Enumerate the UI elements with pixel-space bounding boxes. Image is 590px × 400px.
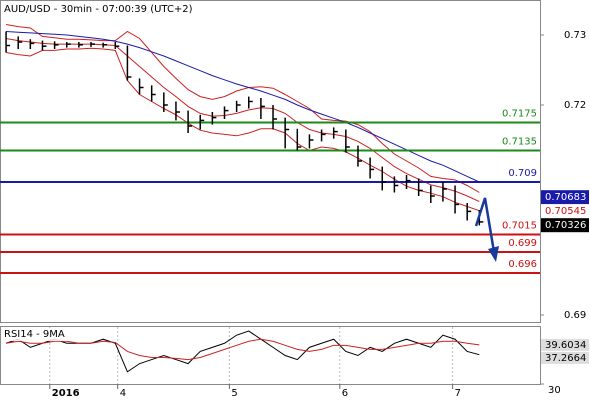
rsi-marker — [541, 351, 589, 364]
price-marker — [541, 190, 589, 205]
level-label: 0.7135 — [502, 137, 537, 148]
price-marker — [541, 204, 589, 219]
overlay-line — [6, 31, 480, 183]
level-label: 0.696 — [508, 259, 537, 270]
y-tick-label: 0.69 — [564, 310, 586, 321]
price-marker-label: 0.70545 — [545, 206, 586, 217]
x-tick-label: 6 — [342, 388, 348, 399]
x-tick-label: 4 — [120, 388, 126, 399]
rsi-marker — [541, 338, 589, 351]
x-tick-label: 5 — [231, 388, 237, 399]
y-tick-label: 30 — [548, 385, 561, 396]
x-tick-label: 2016 — [52, 388, 80, 399]
level-label: 0.699 — [508, 238, 537, 249]
rsi-marker-label: 37.2664 — [545, 353, 586, 364]
price-marker — [541, 218, 589, 233]
title-bg — [2, 1, 192, 16]
y-tick-label: 0.73 — [564, 30, 586, 41]
level-label: 0.7015 — [502, 221, 537, 232]
main-frame — [0, 0, 541, 323]
level-label: 0.709 — [508, 168, 537, 179]
level-label: 0.7175 — [502, 109, 537, 120]
rsi-title: RSI14 - 9MA — [4, 329, 65, 340]
y-tick-label: 0.72 — [564, 100, 586, 111]
overlay-line — [5, 38, 480, 203]
x-tick-label: 7 — [455, 388, 461, 399]
chart-title: AUD/USD - 30min - 07:00:39 (UTC+2) — [4, 4, 193, 15]
overlay-line — [5, 24, 480, 193]
rsi-line — [5, 338, 480, 361]
rsi-marker-label: 39.6034 — [545, 340, 586, 351]
projection-arrow — [474, 197, 496, 253]
price-marker-label: 0.70326 — [545, 220, 586, 231]
arrow-head — [488, 246, 499, 262]
price-marker-label: 0.70683 — [545, 192, 586, 203]
rsi-title-bg — [2, 328, 72, 341]
plot: 0.73 0.72 0.69 2016 4 5 6 7 0.7175 0.7135 0.709 0.7… — [0, 24, 589, 399]
rsi-frame — [0, 326, 541, 385]
